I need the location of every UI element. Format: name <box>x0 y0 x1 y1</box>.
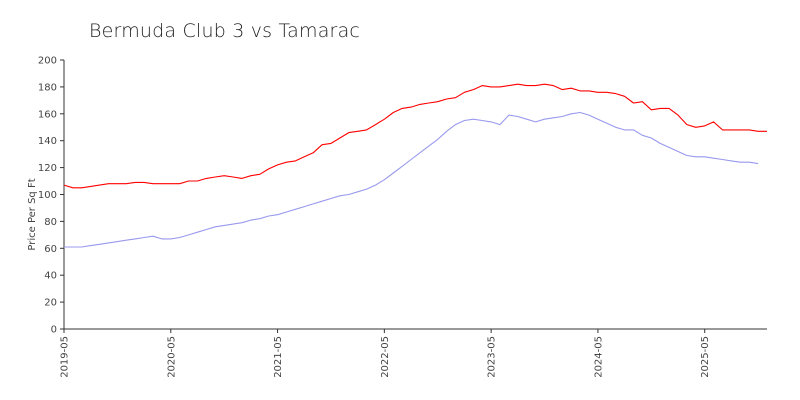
y-tick-label: 80 <box>44 217 57 228</box>
y-tick-label: 40 <box>44 271 57 282</box>
x-tick-label: 2021-05 <box>273 336 284 378</box>
y-tick-label: 200 <box>38 56 57 67</box>
series-line-1 <box>63 83 767 189</box>
y-tick-label: 140 <box>38 136 57 147</box>
x-tick-label: 2020-05 <box>166 336 177 378</box>
y-tick-label: 120 <box>38 163 57 174</box>
y-tick-label: 0 <box>51 325 57 336</box>
x-tick-label: 2022-05 <box>380 336 391 378</box>
y-tick-label: 60 <box>44 244 57 255</box>
x-tick-label: 2023-05 <box>487 336 498 378</box>
chart-title: Bermuda Club 3 vs Tamarac <box>89 20 361 42</box>
x-tick-label: 2025-05 <box>700 336 711 378</box>
y-tick-label: 100 <box>38 190 57 201</box>
y-axis-label: Price Per Sq Ft <box>27 178 38 250</box>
series-line-2 <box>64 111 759 248</box>
y-tick-label: 160 <box>38 109 57 120</box>
x-tick-label: 2019-05 <box>60 336 71 378</box>
y-tick-label: 180 <box>38 82 57 93</box>
x-tick-label: 2024-05 <box>593 336 604 378</box>
y-tick-label: 20 <box>44 298 57 309</box>
